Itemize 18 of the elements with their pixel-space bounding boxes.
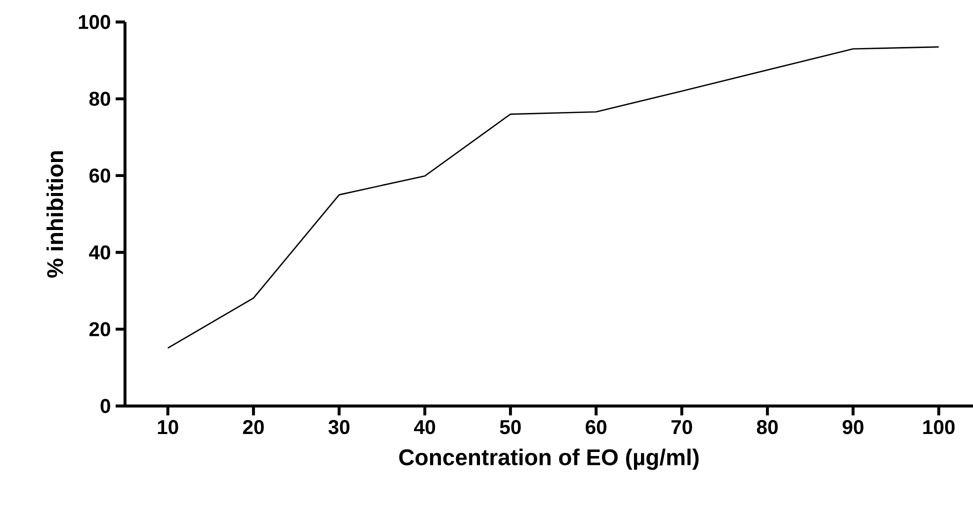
- y-tick-label: 0: [100, 398, 110, 414]
- x-tick-label: 20: [243, 420, 264, 434]
- y-tick-label: 20: [89, 322, 110, 336]
- y-tick-label: 60: [89, 168, 110, 183]
- x-axis-title: Concentration of EO (µg/ml): [399, 448, 699, 470]
- x-tick-label: 40: [414, 420, 436, 434]
- x-tick-label: 10: [158, 420, 178, 434]
- y-axis-title: % inhibition: [46, 151, 64, 278]
- x-tick-label: 100: [923, 420, 955, 434]
- x-tick-label: 80: [756, 420, 778, 434]
- x-tick-label: 60: [586, 420, 606, 434]
- y-tick-label: 40: [89, 245, 110, 260]
- x-tick-label: 30: [328, 420, 350, 434]
- x-tick-label: 90: [842, 420, 864, 434]
- y-tick-label: 80: [89, 92, 110, 106]
- x-tick-label: 50: [500, 420, 521, 434]
- y-tick-label: 100: [78, 14, 110, 30]
- x-tick-label: 70: [671, 420, 692, 434]
